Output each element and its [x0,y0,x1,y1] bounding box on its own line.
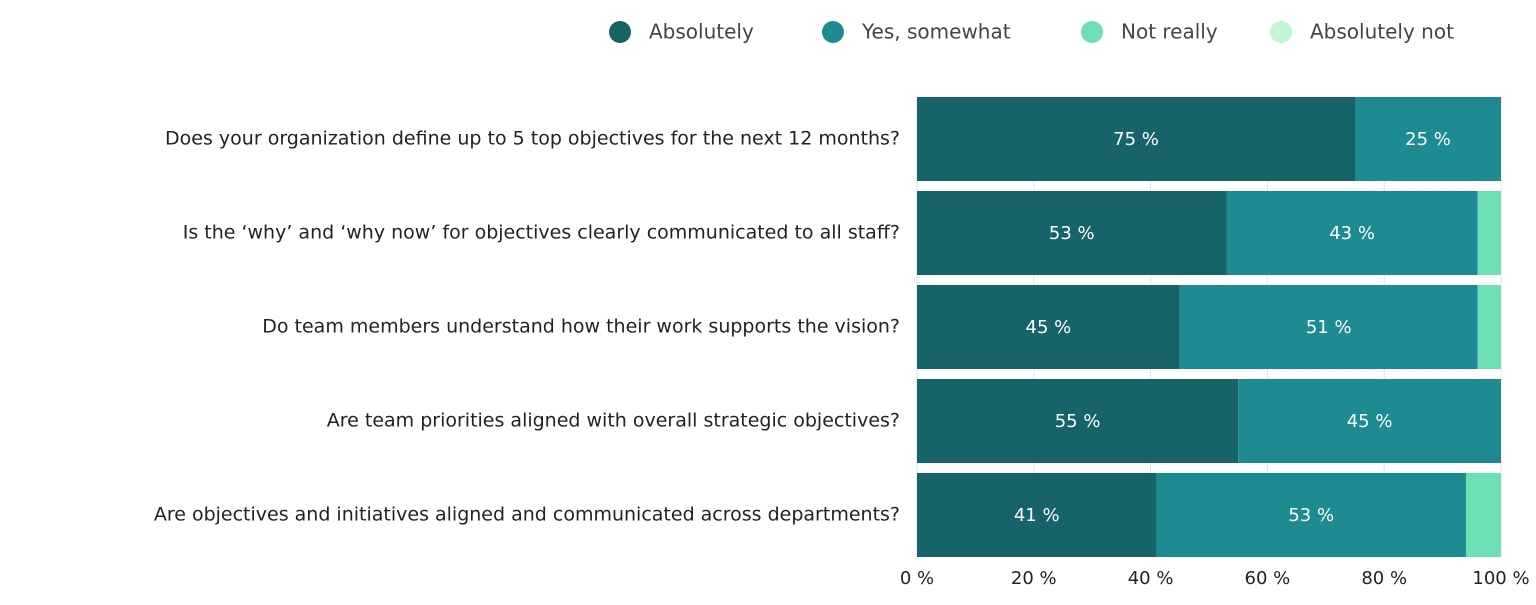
value-label: 53 % [1288,505,1334,526]
legend-label: Absolutely not [1310,20,1454,44]
x-tick-label: 100 % [1472,568,1529,589]
x-tick-label: 0 % [900,568,934,589]
category-label: Are objectives and initiatives aligned a… [154,504,900,526]
category-label: Are team priorities aligned with overall… [327,410,900,432]
category-label: Is the ‘why’ and ‘why now’ for objective… [183,222,900,244]
bar-segment [917,473,1157,557]
bar-segment [917,191,1227,275]
value-label: 55 % [1055,411,1101,432]
value-label: 25 % [1405,129,1451,150]
legend-marker [609,21,631,43]
value-label: 51 % [1306,317,1352,338]
bar-segment [1355,97,1501,181]
value-label: 53 % [1049,223,1095,244]
bar-segment [1465,473,1501,557]
legend-marker [822,21,844,43]
bar-segment [1477,191,1501,275]
legend-label: Yes, somewhat [861,20,1011,44]
x-tick-label: 60 % [1245,568,1291,589]
legend-label: Absolutely [649,20,754,44]
value-label: 43 % [1329,223,1375,244]
bar-segment [917,97,1355,181]
x-tick-label: 20 % [1011,568,1057,589]
value-label: 75 % [1113,129,1159,150]
bar-segment [1238,379,1501,463]
x-tick-label: 40 % [1128,568,1174,589]
category-label: Does your organization define up to 5 to… [165,128,900,150]
bar-segment [1179,285,1478,369]
value-label: 41 % [1014,505,1060,526]
bar-segment [917,379,1239,463]
bar-segment [917,285,1180,369]
value-label: 45 % [1026,317,1072,338]
legend-marker [1270,21,1292,43]
legend-label: Not really [1121,20,1218,44]
bar-segment [1477,285,1501,369]
x-tick-label: 80 % [1361,568,1407,589]
legend-marker [1081,21,1103,43]
category-label: Do team members understand how their wor… [262,316,900,338]
bar-segment [1156,473,1466,557]
value-label: 45 % [1347,411,1393,432]
bar-segment [1226,191,1478,275]
